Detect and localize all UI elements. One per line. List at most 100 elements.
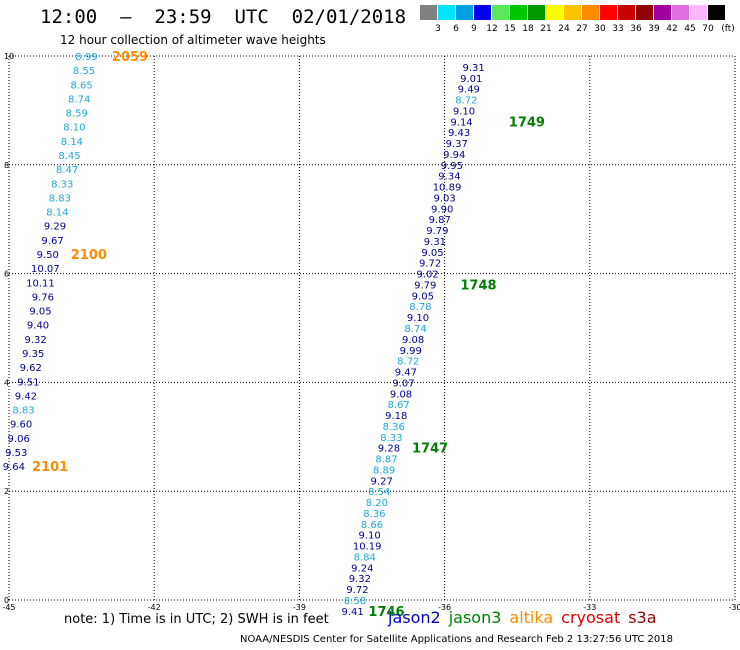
- wave-height-label: 9.34: [438, 172, 460, 183]
- x-tick-label: -42: [148, 603, 161, 612]
- wave-height-label: 9.10: [358, 531, 380, 542]
- color-swatch: [600, 5, 617, 20]
- y-tick-label: 2: [4, 487, 9, 496]
- wave-height-label: 9.72: [419, 259, 441, 270]
- wave-height-label: 9.79: [426, 226, 448, 237]
- wave-height-label: 8.74: [404, 324, 426, 335]
- color-swatch: [456, 5, 473, 20]
- color-swatch: [438, 5, 455, 20]
- wave-height-label: 8.72: [397, 357, 419, 368]
- wave-height-label: 9.24: [351, 563, 373, 574]
- wave-height-label: 9.05: [421, 248, 443, 259]
- wave-height-label: 9.90: [431, 204, 453, 215]
- wave-height-label: 8.54: [368, 487, 390, 498]
- y-tick-label: 6: [4, 270, 9, 279]
- wave-height-label: 9.42: [15, 391, 37, 402]
- wave-height-label: 8.33: [380, 433, 402, 444]
- wave-height-label: 8.65: [70, 80, 92, 91]
- wave-height-label: 9.51: [17, 377, 39, 388]
- wave-height-label: 9.28: [378, 444, 400, 455]
- y-tick-label: 8: [4, 161, 9, 170]
- color-swatch: [582, 5, 599, 20]
- wave-height-label: 9.31: [424, 237, 446, 248]
- wave-height-label: 9.60: [10, 420, 32, 431]
- wave-height-label: 9.99: [400, 346, 422, 357]
- time-label: 1747: [412, 442, 448, 457]
- wave-height-label: 9.08: [402, 335, 424, 346]
- time-label: 2100: [71, 248, 107, 263]
- wave-height-label: 9.41: [342, 607, 364, 618]
- wave-height-label: 8.58: [344, 596, 366, 607]
- wave-height-label: 9.76: [32, 292, 54, 303]
- wave-height-label: 8.84: [354, 552, 376, 563]
- wave-height-label: 9.37: [446, 139, 468, 150]
- wave-height-label: 10.19: [353, 542, 382, 553]
- wave-height-label: 9.27: [371, 476, 393, 487]
- wave-height-label: 9.01: [460, 74, 482, 85]
- wave-height-label: 8.99: [75, 52, 97, 63]
- color-scale-label: 24: [558, 24, 570, 34]
- color-swatch: [564, 5, 581, 20]
- color-scale-label: 9: [471, 24, 477, 34]
- wave-height-label: 8.66: [361, 520, 383, 531]
- wave-height-label: 8.74: [68, 94, 90, 105]
- wave-height-label: 8.14: [46, 208, 68, 219]
- time-label: 1748: [460, 278, 496, 293]
- color-scale-label: 45: [684, 24, 696, 34]
- time-label: 2101: [32, 460, 68, 475]
- credit-footer: NOAA/NESDIS Center for Satellite Applica…: [240, 634, 673, 645]
- color-scale-label: 15: [504, 24, 516, 34]
- legend-s3a: s3a: [628, 608, 657, 627]
- satellite-legend: jason2 jason3 altika cryosat s3a: [388, 608, 665, 627]
- color-scale-label: 42: [666, 24, 678, 34]
- wave-height-label: 9.35: [22, 349, 44, 360]
- wave-height-label: 9.72: [346, 585, 368, 596]
- wave-height-label: 8.33: [51, 179, 73, 190]
- time-label: 1746: [368, 605, 404, 620]
- wave-height-label: 8.83: [49, 193, 71, 204]
- wave-height-label: 9.49: [458, 85, 480, 96]
- color-swatch: [510, 5, 527, 20]
- wave-height-label: 8.36: [363, 509, 385, 520]
- wave-height-label: 9.03: [433, 193, 455, 204]
- color-scale-label: 39: [648, 24, 660, 34]
- wave-height-label: 9.64: [3, 462, 25, 473]
- wave-height-label: 8.47: [56, 165, 78, 176]
- wave-height-label: 9.08: [390, 389, 412, 400]
- y-tick-label: 0: [4, 596, 9, 605]
- x-tick-label: -36: [438, 603, 451, 612]
- color-swatch: [672, 5, 689, 20]
- legend-jason3: jason3: [448, 608, 502, 627]
- wave-height-label: 8.72: [455, 96, 477, 107]
- wave-height-label: 10.11: [26, 278, 55, 289]
- wave-height-label: 9.32: [349, 574, 371, 585]
- color-swatch: [420, 5, 437, 20]
- color-scale-unit: (ft): [721, 24, 735, 34]
- wave-height-label: 9.47: [395, 368, 417, 379]
- wave-height-label: 9.53: [5, 448, 27, 459]
- wave-height-label: 9.05: [412, 291, 434, 302]
- wave-height-label: 8.14: [61, 137, 83, 148]
- color-scale-label: 12: [486, 24, 498, 34]
- wave-height-label: 9.40: [27, 321, 49, 332]
- x-tick-label: -33: [583, 603, 596, 612]
- units-note: note: 1) Time is in UTC; 2) SWH is in fe…: [64, 612, 329, 627]
- color-swatch: [492, 5, 509, 20]
- wave-height-label: 9.31: [463, 63, 485, 74]
- wave-height-label: 9.14: [450, 117, 472, 128]
- y-tick-label: 10: [4, 52, 14, 61]
- legend-altika: altika: [509, 608, 554, 627]
- wave-height-label: 10.89: [433, 183, 462, 194]
- wave-height-label: 9.02: [417, 270, 439, 281]
- wave-height-label: 9.10: [453, 106, 475, 117]
- legend-jason2: jason2: [388, 608, 441, 627]
- map-subtitle: 12 hour collection of altimeter wave hei…: [60, 33, 326, 47]
- wave-height-label: 8.87: [375, 455, 397, 466]
- color-scale-label: 70: [702, 24, 714, 34]
- wave-height-label: 9.50: [37, 250, 59, 261]
- x-tick-label: -45: [2, 603, 15, 612]
- wave-height-label: 9.10: [407, 313, 429, 324]
- wave-height-label: 9.95: [441, 161, 463, 172]
- color-scale-label: 21: [540, 24, 552, 34]
